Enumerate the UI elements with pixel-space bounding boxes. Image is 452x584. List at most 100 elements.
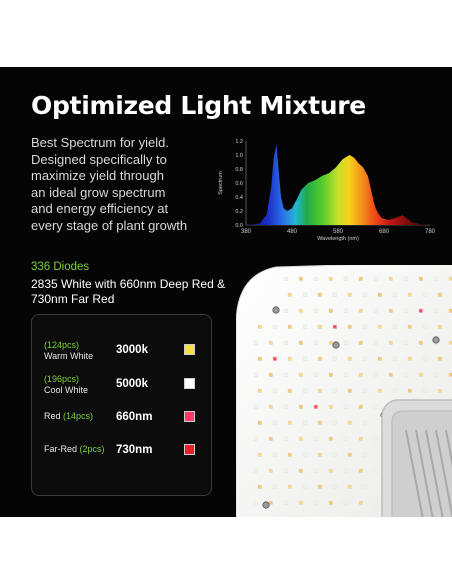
led-name: Cool White — [44, 385, 89, 395]
led-chip — [287, 420, 292, 425]
led-chip — [373, 372, 378, 377]
description-line: Best Spectrum for yield. — [31, 135, 169, 150]
led-chip — [377, 356, 382, 361]
y-tick-label: 0.2 — [235, 209, 243, 215]
color-swatch — [184, 411, 195, 422]
led-value: 730nm — [116, 444, 153, 456]
led-chip — [302, 452, 307, 457]
led-chip — [373, 404, 378, 409]
led-chip — [253, 340, 258, 345]
y-tick-label: 1.0 — [235, 153, 243, 159]
led-chip — [373, 500, 378, 505]
product-panel: Optimized Light Mixture Best Spectrum fo… — [0, 67, 452, 517]
page-title: Optimized Light Mixture — [31, 91, 366, 120]
led-chip — [313, 372, 318, 377]
led-chip — [373, 436, 378, 441]
led-chip — [373, 308, 378, 313]
led-chip — [287, 324, 292, 329]
led-chip — [347, 484, 352, 489]
led-chip — [283, 340, 288, 345]
led-chip — [328, 404, 333, 409]
led-label: Red (14pcs) — [44, 411, 93, 422]
led-chip — [448, 340, 452, 345]
led-value: 5000k — [116, 378, 148, 390]
led-chip — [298, 340, 303, 345]
led-chip — [332, 324, 337, 329]
led-chip — [253, 436, 258, 441]
y-tick-label: 0.4 — [235, 195, 243, 201]
led-chip — [433, 276, 438, 281]
led-chip — [328, 500, 333, 505]
led-chip — [392, 324, 397, 329]
y-tick-label: 0.6 — [235, 181, 243, 187]
led-chip — [317, 420, 322, 425]
led-chip — [268, 436, 273, 441]
led-chip — [343, 276, 348, 281]
driver-box — [381, 399, 452, 517]
led-chip — [373, 468, 378, 473]
led-chip — [272, 420, 277, 425]
led-chip — [418, 372, 423, 377]
led-chip — [298, 468, 303, 473]
led-chip — [332, 356, 337, 361]
led-chip — [302, 324, 307, 329]
led-row-red: Red (14pcs) 660nm — [32, 403, 213, 433]
led-chip — [373, 340, 378, 345]
led-chip — [347, 420, 352, 425]
led-chip — [298, 500, 303, 505]
led-chip — [418, 308, 423, 313]
led-chip — [313, 276, 318, 281]
led-chip — [328, 372, 333, 377]
led-chip — [257, 420, 262, 425]
led-chip — [283, 404, 288, 409]
led-chip — [437, 324, 442, 329]
led-name: Far-Red — [44, 444, 80, 454]
led-chip — [253, 500, 258, 505]
led-chip — [272, 452, 277, 457]
led-chip — [362, 388, 367, 393]
screw-icon — [272, 306, 280, 314]
led-chip — [272, 324, 277, 329]
led-row-far-red: Far-Red (2pcs) 730nm — [32, 436, 213, 466]
led-chip — [268, 340, 273, 345]
led-chip — [377, 292, 382, 297]
led-chip — [403, 276, 408, 281]
led-chip — [283, 500, 288, 505]
led-label: (124pcs) Warm White — [44, 340, 93, 362]
led-chip — [287, 452, 292, 457]
screw-icon — [262, 501, 270, 509]
led-chip — [313, 436, 318, 441]
spectrum-area — [246, 144, 430, 225]
led-chip — [373, 276, 378, 281]
spectrum-chart: 0.0 0.2 0.4 0.6 0.8 1.0 1.2 380 480 580 680 780 Spe… — [218, 139, 436, 242]
grow-light-panel-image — [236, 265, 452, 517]
led-chip — [358, 468, 363, 473]
y-tick-label: 0.0 — [235, 223, 243, 229]
x-tick-label: 480 — [287, 229, 298, 235]
x-axis-label: Wavelength (nm) — [317, 236, 359, 242]
heatsink-fin — [445, 429, 452, 467]
led-count: (14pcs) — [63, 411, 94, 421]
diode-spec: 2835 White with 660nm Deep Red & 730nm F… — [31, 277, 271, 307]
diode-spec-line: 730nm Far Red — [31, 292, 115, 306]
led-chip — [317, 452, 322, 457]
led-chip — [392, 292, 397, 297]
led-label: Far-Red (2pcs) — [44, 444, 105, 455]
led-chip — [362, 420, 367, 425]
led-count: (2pcs) — [79, 444, 105, 454]
led-chip — [287, 356, 292, 361]
y-tick-label: 1.2 — [235, 139, 243, 145]
led-chip — [268, 404, 273, 409]
diodes-count: 336 Diodes — [31, 261, 90, 273]
led-chip — [343, 436, 348, 441]
led-chip — [332, 388, 337, 393]
led-chip — [347, 356, 352, 361]
led-chip — [317, 388, 322, 393]
led-chip — [362, 324, 367, 329]
led-chip — [422, 388, 427, 393]
led-chip — [358, 308, 363, 313]
led-chip — [437, 292, 442, 297]
led-chip — [272, 484, 277, 489]
led-chip — [377, 388, 382, 393]
led-chip — [317, 356, 322, 361]
